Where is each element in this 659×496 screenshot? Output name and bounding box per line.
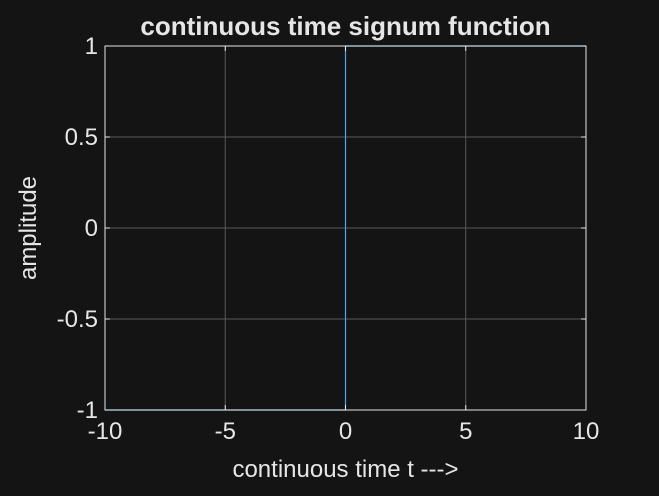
y-tick-labels: -1 -0.5 0 0.5 1: [57, 33, 98, 424]
x-tick-label: -5: [215, 418, 236, 445]
tick-marks: [104, 45, 587, 411]
x-tick-labels: -10 -5 0 5 10: [88, 418, 600, 445]
y-tick-label: 1: [85, 33, 98, 60]
x-tick-label: 5: [459, 418, 472, 445]
y-tick-label: -0.5: [57, 306, 98, 333]
x-tick-label: 10: [573, 418, 600, 445]
x-axis-label: continuous time t --->: [232, 456, 458, 483]
y-tick-label: 0: [85, 215, 98, 242]
y-tick-label: 0.5: [65, 124, 98, 151]
x-tick-label: 0: [339, 418, 352, 445]
x-tick-label: -10: [88, 418, 123, 445]
y-axis-label: amplitude: [15, 176, 42, 280]
chart-title: continuous time signum function: [140, 11, 550, 41]
y-tick-label: -1: [77, 397, 98, 424]
